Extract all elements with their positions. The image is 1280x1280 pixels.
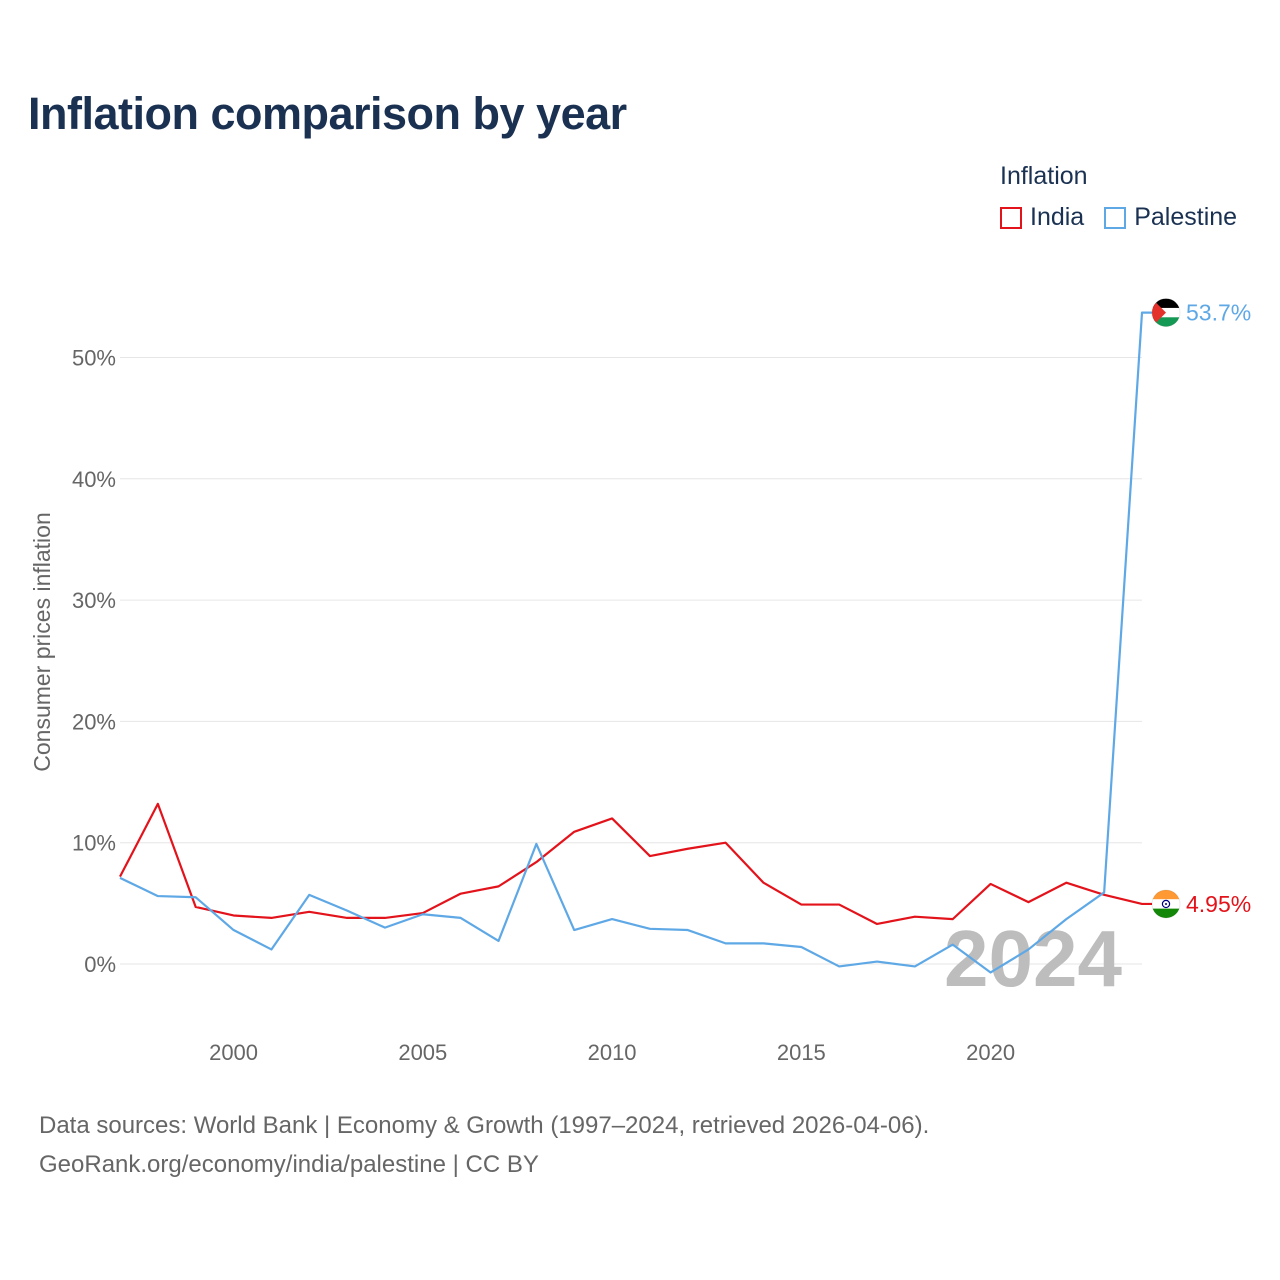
india-flag-icon <box>1151 889 1181 919</box>
line-chart: 0% 10% 20% 30% 40% 50% 2000 2005 2010 2015 2020 C… <box>29 298 1251 1065</box>
y-tick-label: 40% <box>72 467 116 492</box>
y-tick-label: 10% <box>72 831 116 856</box>
x-tick-label: 2015 <box>777 1040 826 1065</box>
x-tick-label: 2000 <box>209 1040 258 1065</box>
palestine-flag-icon <box>1151 298 1181 328</box>
y-axis-ticks: 0% 10% 20% 30% 40% 50% <box>72 346 116 978</box>
legend-swatch-palestine <box>1104 206 1127 229</box>
source-link[interactable]: GeoRank.org/economy/india/palestine | CC… <box>39 1151 539 1178</box>
y-tick-label: 20% <box>72 709 116 734</box>
x-tick-label: 2010 <box>588 1040 637 1065</box>
legend-title: Inflation <box>1000 162 1088 190</box>
legend-label-india: India <box>1030 203 1085 231</box>
legend-items: India Palestine <box>1000 203 1237 232</box>
legend-item-india[interactable]: India <box>1000 203 1084 232</box>
series-lines <box>119 311 1152 974</box>
legend-swatch-india <box>1000 206 1022 229</box>
gridlines <box>120 357 1142 965</box>
y-axis-title: Consumer prices inflation <box>29 512 55 772</box>
chart-title: Inflation comparison by year <box>28 88 627 139</box>
year-watermark: 2024 <box>944 914 1122 1003</box>
end-label-india: 4.95% <box>1186 891 1251 917</box>
y-tick-label: 50% <box>72 346 116 371</box>
end-label-palestine: 53.7% <box>1186 300 1251 326</box>
series-line-india[interactable] <box>119 802 1152 926</box>
data-sources: Data sources: World Bank | Economy & Gro… <box>39 1112 930 1139</box>
footer: Data sources: World Bank | Economy & Gro… <box>39 1106 929 1184</box>
legend: Inflation India Palestine <box>1000 162 1237 232</box>
series-line-palestine[interactable] <box>119 311 1152 974</box>
end-markers: 4.95% 53.7% <box>1151 298 1251 919</box>
y-tick-label: 30% <box>72 588 116 613</box>
x-axis-ticks: 2000 2005 2010 2015 2020 <box>209 1040 1015 1065</box>
x-tick-label: 2005 <box>398 1040 447 1065</box>
legend-label-palestine: Palestine <box>1134 203 1238 231</box>
legend-item-palestine[interactable]: Palestine <box>1104 203 1237 232</box>
y-tick-label: 0% <box>84 952 116 977</box>
x-tick-label: 2020 <box>966 1040 1015 1065</box>
